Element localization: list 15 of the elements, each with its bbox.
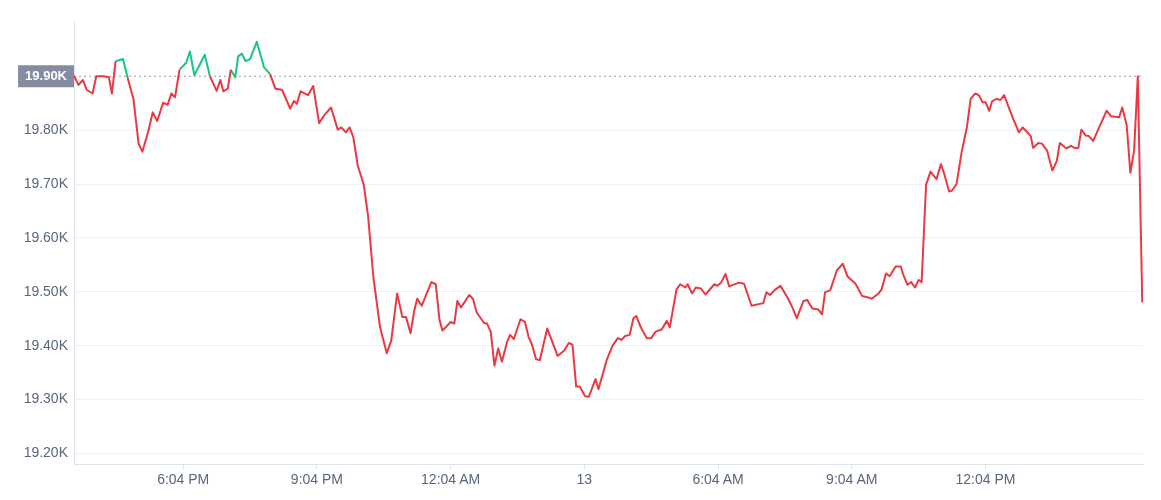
y-tick-label: 19.20K: [23, 444, 69, 461]
y-tick-label: 19.80K: [23, 121, 69, 138]
x-tick-label: 9:04 AM: [826, 471, 878, 488]
x-tick-label: 13: [576, 471, 593, 488]
x-tick-label: 6:04 AM: [692, 471, 744, 488]
y-tick-label: 19.50K: [23, 282, 69, 299]
x-tick-label: 12:04 PM: [955, 471, 1016, 488]
y-tick-label: 19.30K: [23, 390, 69, 407]
x-tick-label: 12:04 AM: [421, 471, 481, 488]
ref-line-label: 19.90K: [25, 67, 68, 83]
y-tick-label: 19.70K: [23, 174, 69, 191]
x-tick-label: 6:04 PM: [157, 471, 210, 488]
x-tick-label: 9:04 PM: [290, 471, 343, 488]
y-tick-label: 19.60K: [23, 228, 69, 245]
y-tick-label: 19.40K: [23, 336, 69, 353]
